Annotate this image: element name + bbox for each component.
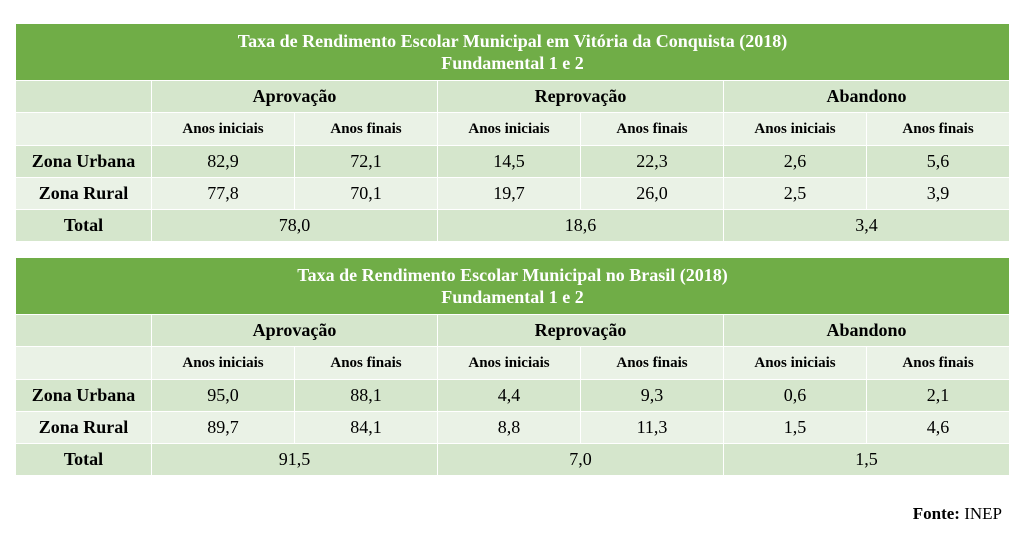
data-cell: 22,3 (580, 145, 724, 178)
total-cell: 3,4 (722, 209, 1011, 242)
row-label: Zona Urbana (15, 379, 152, 412)
subheader-cell: Anos iniciais (437, 346, 581, 380)
corner-cell (15, 80, 152, 113)
data-cell: 88,1 (294, 379, 438, 412)
subheader-cell: Anos finais (294, 346, 438, 380)
subheader-cell: Anos finais (865, 346, 1011, 380)
data-cell: 84,1 (294, 411, 438, 444)
total-cell: 78,0 (151, 209, 438, 242)
table-row: Zona Urbana 82,9 72,1 14,5 22,3 2,6 5,6 (15, 145, 1011, 178)
data-cell: 4,6 (865, 411, 1011, 444)
data-cell: 89,7 (151, 411, 295, 444)
data-cell: 0,6 (723, 379, 867, 412)
data-cell: 2,6 (723, 145, 867, 178)
total-cell: 7,0 (437, 443, 724, 476)
data-cell: 14,5 (437, 145, 581, 178)
corner-cell (15, 346, 152, 380)
row-label: Zona Rural (15, 411, 152, 444)
data-cell: 3,9 (865, 177, 1011, 210)
subheader-cell: Anos finais (865, 112, 1011, 146)
group-header-reprovacao: Reprovação (437, 314, 724, 347)
total-cell: 1,5 (722, 443, 1011, 476)
row-label: Zona Rural (15, 177, 152, 210)
title-text: Taxa de Rendimento Escolar Municipal no … (297, 265, 728, 285)
table-brasil: Taxa de Rendimento Escolar Municipal no … (14, 257, 1011, 476)
table-vitoria-da-conquista: Taxa de Rendimento Escolar Municipal em … (14, 23, 1011, 242)
group-header-reprovacao: Reprovação (437, 80, 724, 113)
subheader-cell: Anos iniciais (723, 112, 867, 146)
total-cell: 18,6 (437, 209, 724, 242)
source-note: Fonte: INEP (913, 504, 1002, 524)
source-label: Fonte: (912, 504, 960, 523)
row-label: Zona Urbana (15, 145, 152, 178)
group-header-abandono: Abandono (722, 314, 1011, 347)
subtitle-text: Fundamental 1 e 2 (441, 287, 584, 307)
data-cell: 26,0 (580, 177, 724, 210)
table-title: Taxa de Rendimento Escolar Municipal no … (14, 257, 1011, 315)
title-text: Taxa de Rendimento Escolar Municipal em … (237, 31, 788, 51)
data-cell: 77,8 (151, 177, 295, 210)
total-row: Total 78,0 18,6 3,4 (15, 209, 1011, 242)
data-cell: 1,5 (723, 411, 867, 444)
total-row: Total 91,5 7,0 1,5 (15, 443, 1011, 476)
subheader-cell: Anos finais (294, 112, 438, 146)
row-label: Total (15, 209, 152, 242)
source-value: INEP (964, 504, 1002, 523)
table-row: Zona Rural 89,7 84,1 8,8 11,3 1,5 4,6 (15, 411, 1011, 444)
total-cell: 91,5 (151, 443, 438, 476)
corner-cell (15, 314, 152, 347)
data-cell: 5,6 (865, 145, 1011, 178)
data-cell: 19,7 (437, 177, 581, 210)
corner-cell (15, 112, 152, 146)
data-cell: 4,4 (437, 379, 581, 412)
data-cell: 72,1 (294, 145, 438, 178)
group-header-aprovacao: Aprovação (151, 80, 438, 113)
table-row: Zona Urbana 95,0 88,1 4,4 9,3 0,6 2,1 (15, 379, 1011, 412)
data-cell: 2,1 (865, 379, 1011, 412)
subtitle-text: Fundamental 1 e 2 (441, 53, 584, 73)
data-cell: 8,8 (437, 411, 581, 444)
table-title: Taxa de Rendimento Escolar Municipal em … (14, 23, 1011, 81)
data-cell: 2,5 (723, 177, 867, 210)
table-row: Zona Rural 77,8 70,1 19,7 26,0 2,5 3,9 (15, 177, 1011, 210)
subheader-cell: Anos iniciais (151, 112, 295, 146)
subheader-cell: Anos finais (580, 112, 724, 146)
data-cell: 70,1 (294, 177, 438, 210)
subheader-cell: Anos iniciais (723, 346, 867, 380)
group-header-aprovacao: Aprovação (151, 314, 438, 347)
group-header-abandono: Abandono (722, 80, 1011, 113)
data-cell: 11,3 (580, 411, 724, 444)
data-cell: 82,9 (151, 145, 295, 178)
subheader-cell: Anos finais (580, 346, 724, 380)
data-cell: 95,0 (151, 379, 295, 412)
subheader-cell: Anos iniciais (437, 112, 581, 146)
subheader-cell: Anos iniciais (151, 346, 295, 380)
data-cell: 9,3 (580, 379, 724, 412)
row-label: Total (15, 443, 152, 476)
